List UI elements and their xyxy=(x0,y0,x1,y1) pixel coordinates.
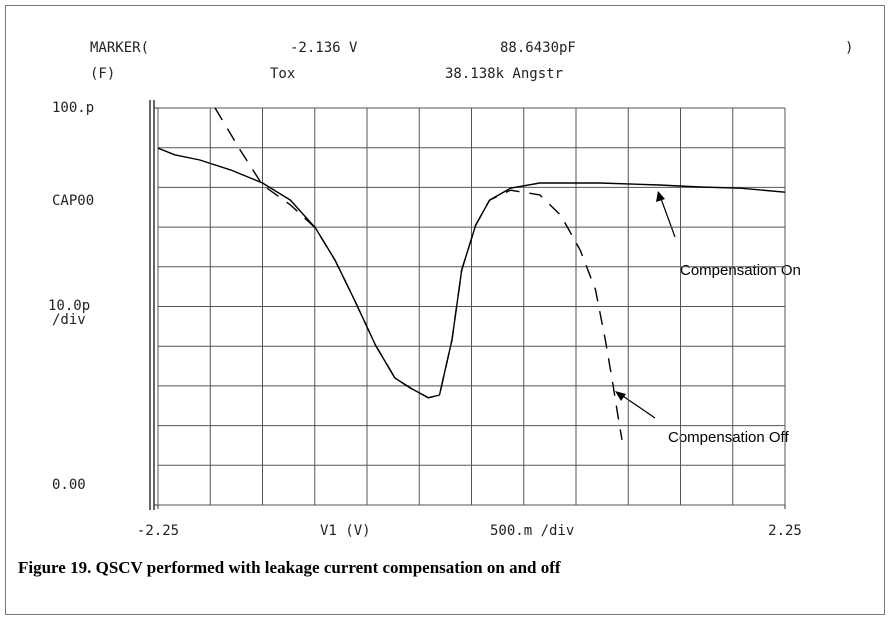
arrowhead xyxy=(656,191,665,202)
y-scale: 10.0p xyxy=(48,298,90,314)
annotation: Compensation On xyxy=(680,262,801,279)
arrow xyxy=(659,195,676,238)
arrowhead xyxy=(615,391,626,401)
marker-y: 88.6430pF xyxy=(500,40,576,56)
frame xyxy=(5,5,885,615)
y-label: CAP00 xyxy=(52,193,94,209)
arrow xyxy=(619,393,656,419)
x-tick-label: 2.25 xyxy=(768,523,802,539)
y-tick-label: 100.p xyxy=(52,100,94,116)
param: Tox xyxy=(270,66,295,82)
caption: Figure 19. QSCV performed with leakage c… xyxy=(18,558,561,577)
x-tick-label: -2.25 xyxy=(137,523,179,539)
marker: MARKER( xyxy=(90,40,149,56)
line-series xyxy=(214,107,623,441)
marker-end: ) xyxy=(845,40,853,56)
annotation: Compensation Off xyxy=(668,429,789,446)
y-scale: /div xyxy=(52,312,86,328)
unit: (F) xyxy=(90,66,115,82)
x-scale: 500.m /div xyxy=(490,523,574,539)
param-value: 38.138k Angstr xyxy=(445,66,563,82)
marker-x: -2.136 V xyxy=(290,40,358,56)
y-tick-label: 0.00 xyxy=(52,477,86,493)
x-label: V1 (V) xyxy=(320,523,371,539)
